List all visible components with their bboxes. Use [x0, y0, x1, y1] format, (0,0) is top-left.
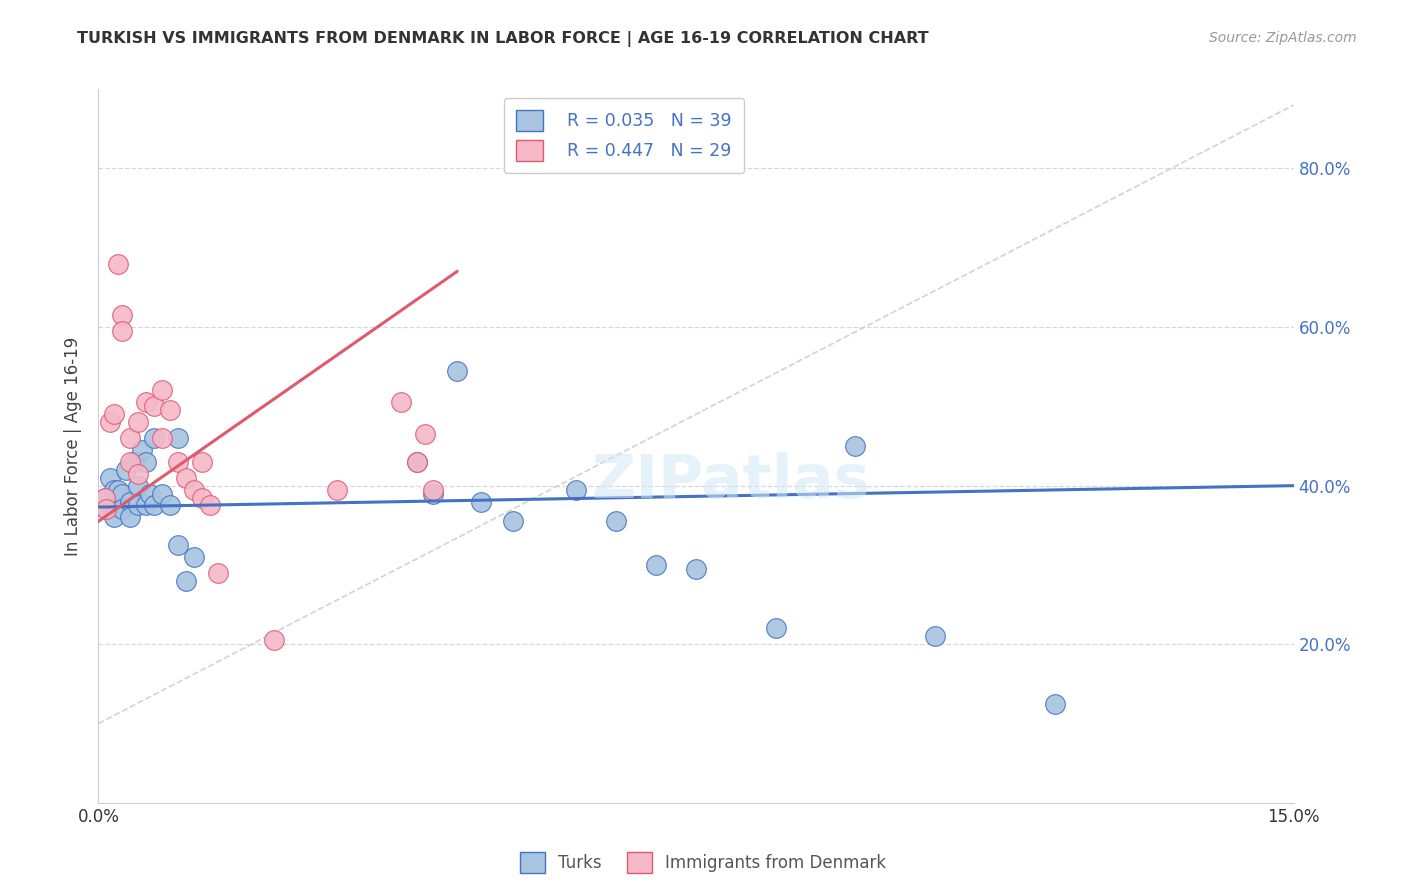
Point: [111, 308, 134, 322]
Point: [183, 483, 205, 497]
Point: [111, 324, 134, 338]
Point: [94, 491, 117, 505]
Point: [446, 364, 468, 378]
Text: Source: ZipAtlas.com: Source: ZipAtlas.com: [1209, 31, 1357, 45]
Point: [470, 494, 492, 508]
Point: [422, 486, 444, 500]
Text: ZIPatlas: ZIPatlas: [592, 452, 870, 511]
Point: [389, 395, 412, 409]
Point: [98, 415, 122, 429]
Point: [107, 483, 129, 497]
Point: [191, 455, 214, 469]
Point: [96, 502, 118, 516]
Point: [120, 510, 142, 524]
Point: [924, 629, 946, 643]
Point: [765, 621, 787, 635]
Point: [406, 455, 429, 469]
Point: [127, 478, 149, 492]
Point: [422, 483, 444, 497]
Point: [127, 467, 149, 481]
Point: [143, 499, 166, 513]
Point: [685, 562, 707, 576]
Point: [135, 395, 157, 409]
Legend:   R = 0.035   N = 39,   R = 0.447   N = 29: R = 0.035 N = 39, R = 0.447 N = 29: [505, 98, 744, 173]
Point: [191, 491, 214, 505]
Point: [406, 455, 429, 469]
Point: [174, 471, 197, 485]
Point: [143, 400, 166, 414]
Point: [159, 403, 181, 417]
Point: [565, 483, 588, 497]
Point: [94, 491, 117, 505]
Point: [198, 499, 221, 513]
Point: [645, 558, 668, 572]
Point: [263, 633, 285, 648]
Point: [103, 510, 125, 524]
Point: [103, 407, 125, 421]
Point: [150, 384, 173, 398]
Point: [103, 483, 125, 497]
Point: [150, 431, 173, 445]
Point: [98, 471, 122, 485]
Point: [207, 566, 229, 580]
Legend: Turks, Immigrants from Denmark: Turks, Immigrants from Denmark: [513, 846, 893, 880]
Point: [124, 455, 146, 469]
Point: [167, 455, 190, 469]
Point: [111, 502, 134, 516]
Text: TURKISH VS IMMIGRANTS FROM DENMARK IN LABOR FORCE | AGE 16-19 CORRELATION CHART: TURKISH VS IMMIGRANTS FROM DENMARK IN LA…: [77, 31, 929, 47]
Point: [135, 455, 157, 469]
Point: [159, 499, 181, 513]
Point: [111, 486, 134, 500]
Point: [167, 431, 190, 445]
Y-axis label: In Labor Force | Age 16-19: In Labor Force | Age 16-19: [65, 336, 83, 556]
Point: [167, 538, 190, 552]
Point: [1043, 697, 1066, 711]
Point: [183, 549, 205, 564]
Point: [107, 257, 129, 271]
Point: [120, 494, 142, 508]
Point: [127, 499, 149, 513]
Point: [135, 499, 157, 513]
Point: [150, 486, 173, 500]
Point: [844, 439, 866, 453]
Point: [143, 431, 166, 445]
Point: [120, 455, 142, 469]
Point: [120, 431, 142, 445]
Point: [127, 415, 149, 429]
Point: [131, 442, 153, 457]
Point: [115, 463, 138, 477]
Point: [96, 502, 118, 516]
Point: [139, 486, 162, 500]
Point: [413, 427, 436, 442]
Point: [605, 514, 627, 528]
Point: [174, 574, 197, 588]
Point: [326, 483, 349, 497]
Point: [502, 514, 524, 528]
